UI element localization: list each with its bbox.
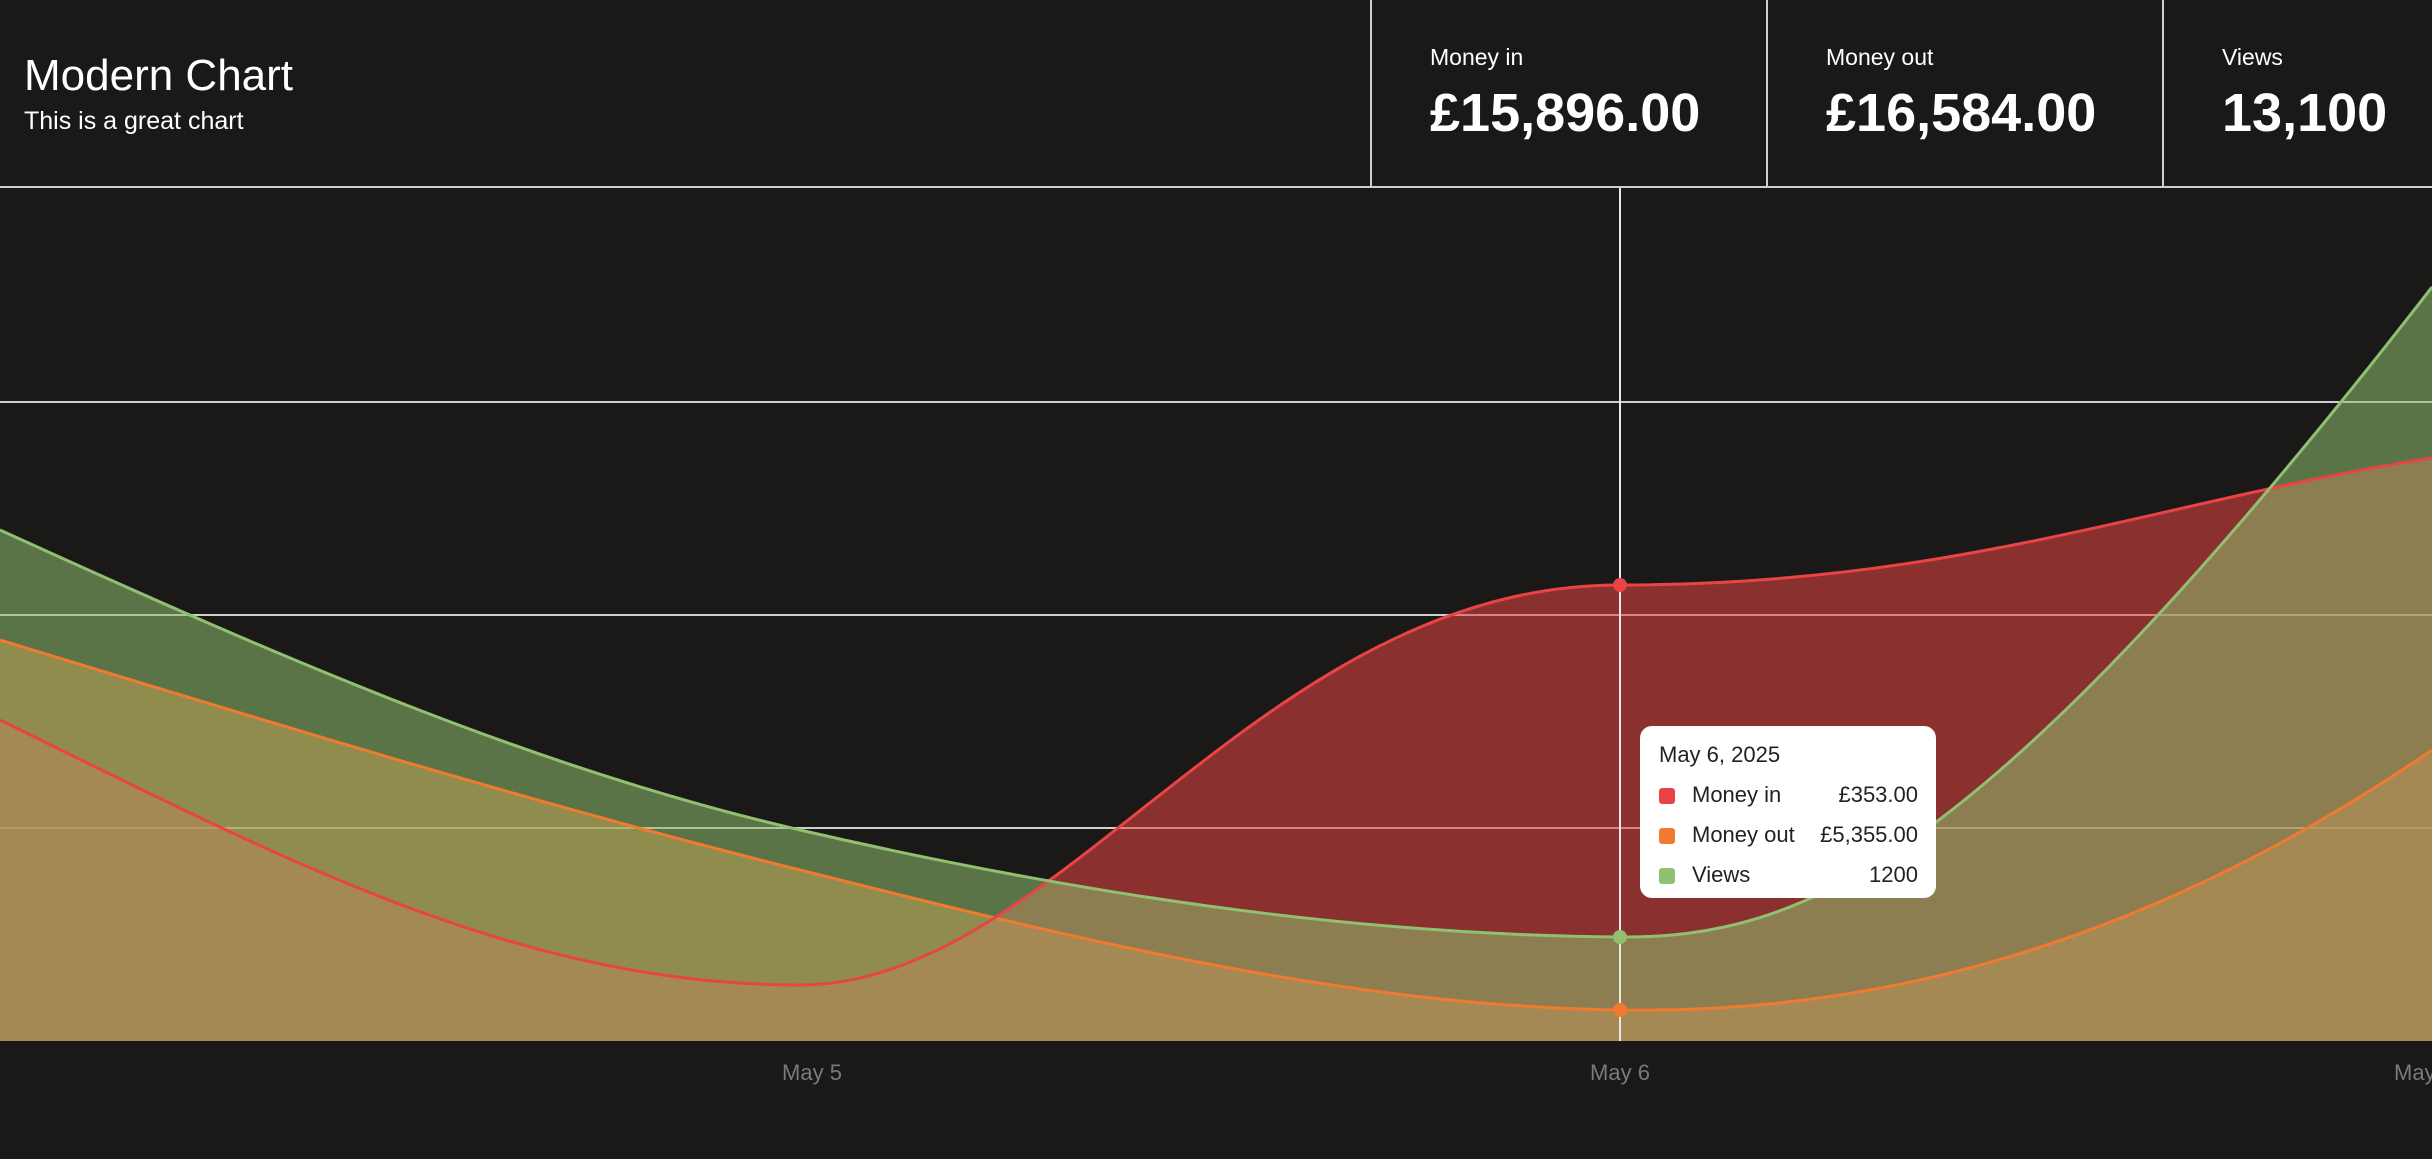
- chart-tooltip: May 6, 2025 Money in £353.00 Money out £…: [1640, 726, 1936, 898]
- tooltip-row-views: Views 1200: [1659, 860, 1918, 900]
- tooltip-series-name: Views: [1692, 860, 1750, 890]
- tooltip-series-value: £353.00: [1838, 780, 1918, 810]
- tooltip-series-value: 1200: [1869, 860, 1918, 890]
- point-money-out-may-6[interactable]: [1613, 1003, 1627, 1017]
- legend-swatch-money-out: [1659, 828, 1675, 844]
- legend-swatch-views: [1659, 868, 1675, 884]
- tooltip-series-name: Money in: [1692, 780, 1781, 810]
- x-tick-label-may-5: May 5: [782, 1060, 842, 1085]
- legend-swatch-money-in: [1659, 788, 1675, 804]
- tooltip-series-value: £5,355.00: [1820, 820, 1918, 850]
- tooltip-row-money-out: Money out £5,355.00: [1659, 820, 1918, 860]
- point-money-in-may-6[interactable]: [1613, 578, 1627, 592]
- x-tick-label-may-6: May 6: [1590, 1060, 1650, 1085]
- tooltip-series-name: Money out: [1692, 820, 1795, 850]
- x-tick-label-may-7: May: [2394, 1060, 2432, 1085]
- point-views-may-6[interactable]: [1613, 930, 1627, 944]
- tooltip-row-money-in: Money in £353.00: [1659, 780, 1918, 820]
- tooltip-date: May 6, 2025: [1659, 740, 1918, 780]
